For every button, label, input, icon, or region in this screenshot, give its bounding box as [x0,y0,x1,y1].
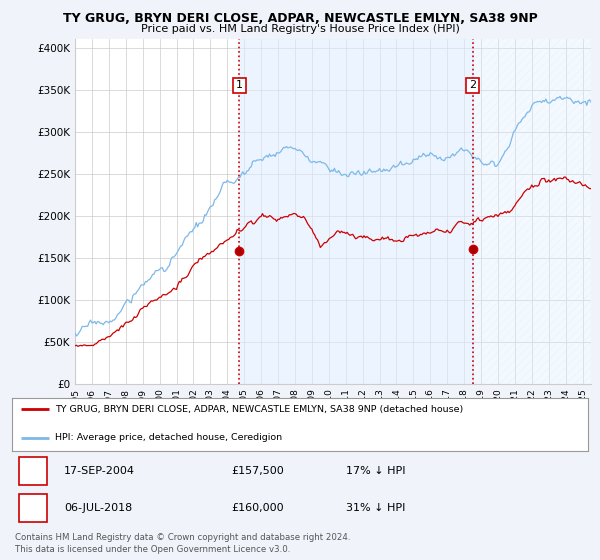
FancyBboxPatch shape [19,494,47,522]
Text: 17% ↓ HPI: 17% ↓ HPI [346,466,406,476]
Text: 2: 2 [469,81,476,90]
Bar [473,39,591,384]
Text: 06-JUL-2018: 06-JUL-2018 [64,503,132,513]
Text: 1: 1 [29,466,36,476]
Text: 17-SEP-2004: 17-SEP-2004 [64,466,135,476]
Text: £160,000: £160,000 [231,503,284,513]
Text: Contains HM Land Registry data © Crown copyright and database right 2024.
This d: Contains HM Land Registry data © Crown c… [15,533,350,554]
Text: Price paid vs. HM Land Registry's House Price Index (HPI): Price paid vs. HM Land Registry's House … [140,24,460,34]
Text: 31% ↓ HPI: 31% ↓ HPI [346,503,406,513]
Text: 1: 1 [236,81,243,90]
Bar [239,39,473,384]
Text: HPI: Average price, detached house, Ceredigion: HPI: Average price, detached house, Cere… [55,433,283,442]
Text: 2: 2 [29,503,36,513]
Text: TY GRUG, BRYN DERI CLOSE, ADPAR, NEWCASTLE EMLYN, SA38 9NP: TY GRUG, BRYN DERI CLOSE, ADPAR, NEWCAST… [62,12,538,25]
FancyBboxPatch shape [19,456,47,486]
Text: TY GRUG, BRYN DERI CLOSE, ADPAR, NEWCASTLE EMLYN, SA38 9NP (detached house): TY GRUG, BRYN DERI CLOSE, ADPAR, NEWCAST… [55,405,463,414]
Text: £157,500: £157,500 [231,466,284,476]
